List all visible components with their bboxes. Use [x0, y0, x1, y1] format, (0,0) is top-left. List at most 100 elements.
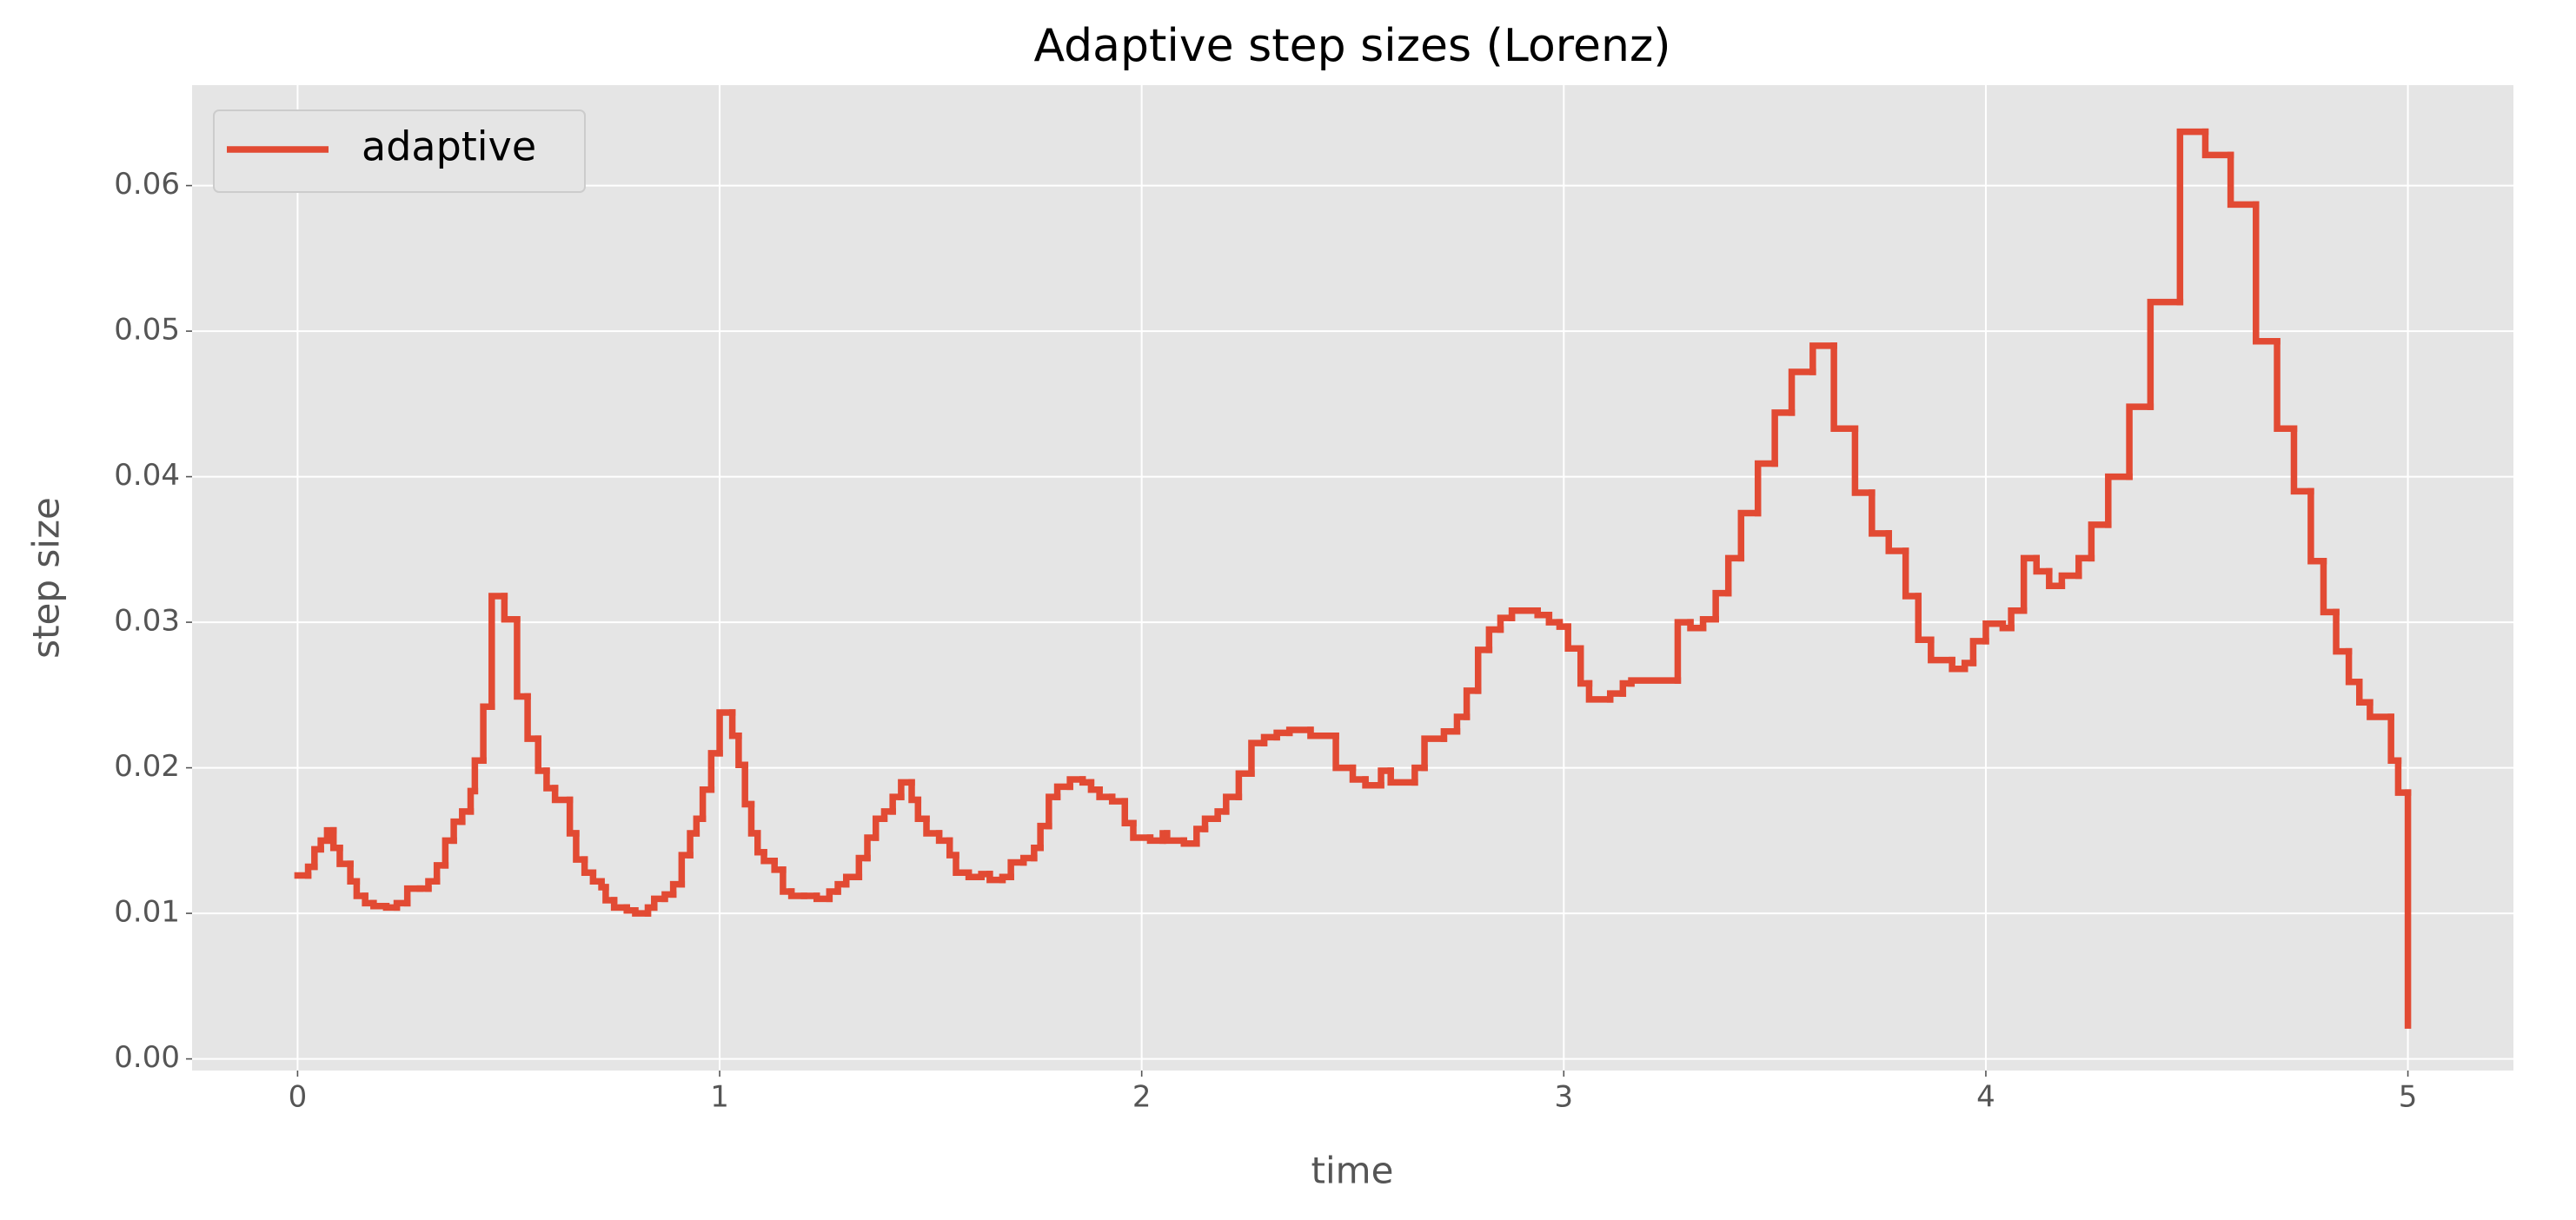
line-step: [1699, 615, 1719, 632]
series: [294, 128, 2412, 1029]
line-step: [1771, 409, 1796, 467]
line-step: [2058, 572, 2082, 589]
line-step: [1628, 677, 1682, 687]
line-step: [1809, 342, 1837, 375]
line-step: [1969, 638, 1989, 666]
x-axis-label: time: [1311, 1150, 1394, 1192]
line-step: [2176, 128, 2209, 306]
y-axis-label: step size: [25, 497, 68, 659]
line-step: [1463, 687, 1482, 720]
line-step: [1164, 830, 1187, 845]
x-tick-label: 0: [289, 1080, 308, 1115]
line-step: [2075, 554, 2095, 580]
line-step: [1223, 793, 1243, 815]
line-step: [716, 709, 736, 757]
y-tick-label: 0.05: [114, 313, 180, 348]
line-step: [923, 815, 943, 837]
line-step: [403, 885, 423, 907]
line-step: [1585, 680, 1614, 703]
line-step: [1421, 735, 1448, 772]
line-step: [1362, 776, 1384, 789]
line-step: [1830, 342, 1859, 433]
line-step: [1687, 619, 1707, 632]
line-step: [1928, 636, 1955, 664]
y-tick-label: 0.00: [114, 1040, 180, 1075]
line-step: [1235, 770, 1255, 800]
line-step: [393, 899, 411, 912]
line-step: [1007, 859, 1027, 880]
line-step: [1885, 530, 1909, 554]
line-step: [1754, 460, 1778, 517]
line-step: [1285, 726, 1314, 737]
line-step: [1260, 733, 1280, 746]
line-step: [1130, 819, 1154, 841]
line-step: [1982, 620, 2007, 645]
line-step: [2088, 521, 2112, 562]
line-step: [1508, 607, 1541, 621]
line-step: [1332, 732, 1357, 772]
y-tick-label: 0.02: [114, 749, 180, 784]
line-step: [1108, 793, 1129, 805]
line-step: [1349, 764, 1369, 783]
line-step: [651, 895, 668, 912]
line-step: [1737, 509, 1762, 562]
line-step: [2355, 679, 2374, 706]
line-step: [1606, 690, 1627, 703]
x-tick-label: 4: [1976, 1080, 1995, 1115]
line-step: [1440, 727, 1461, 742]
line-step: [1180, 837, 1200, 847]
line-step: [2227, 151, 2260, 209]
line-step: [1545, 611, 1564, 626]
line-step: [787, 888, 807, 899]
line-step: [2105, 473, 2133, 528]
line-step: [1949, 656, 1969, 673]
line-step: [953, 852, 973, 876]
line-step: [2020, 554, 2040, 614]
line-step: [2033, 554, 2053, 575]
x-tick-label: 2: [1132, 1080, 1152, 1115]
line-step: [2307, 487, 2327, 565]
line-step: [1096, 786, 1116, 800]
line-step: [2201, 128, 2234, 159]
legend: adaptive: [213, 109, 586, 193]
line-step: [2253, 201, 2281, 345]
line-step: [632, 907, 652, 917]
line-step: [1869, 489, 1893, 537]
y-tick-label: 0.06: [114, 167, 180, 202]
line-step: [370, 899, 390, 910]
line-step: [813, 892, 833, 903]
line-step: [2008, 607, 2028, 632]
line-step: [1146, 834, 1166, 845]
line-step: [1248, 739, 1268, 778]
line-step: [1273, 729, 1293, 741]
line-step: [1066, 776, 1086, 791]
line-step: [2345, 647, 2363, 686]
line-step: [1201, 815, 1221, 832]
y-tick-label: 0.03: [114, 604, 180, 639]
line-step: [2290, 425, 2314, 495]
legend-label: adaptive: [362, 123, 536, 170]
line-step: [382, 902, 401, 912]
line-step: [1564, 623, 1584, 652]
line-step: [1485, 626, 1504, 653]
line-step: [1474, 646, 1493, 694]
line-step: [2147, 298, 2184, 410]
x-tick-label: 5: [2399, 1080, 2418, 1115]
x-tick-label: 3: [1554, 1080, 1573, 1115]
line-step: [935, 830, 953, 845]
line-step: [1851, 425, 1876, 496]
line-step: [1674, 619, 1694, 684]
line-step: [1053, 783, 1073, 800]
plot-area: [192, 85, 2513, 1071]
line-step: [2333, 608, 2353, 655]
line-step: [1915, 593, 1935, 643]
line-step: [2126, 403, 2154, 481]
line-step: [1307, 726, 1339, 739]
line-step: [1497, 614, 1516, 633]
line-step: [524, 693, 541, 742]
line-step: [551, 785, 574, 804]
line-step: [1712, 589, 1732, 623]
y-tick-label: 0.01: [114, 895, 180, 930]
legend-box: [213, 109, 586, 193]
